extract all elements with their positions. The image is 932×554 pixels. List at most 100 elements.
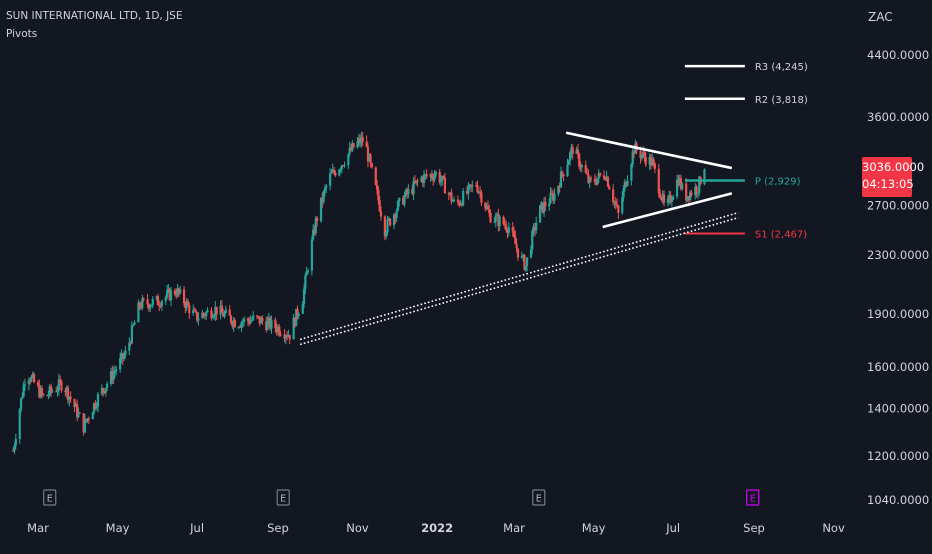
candle-body: [460, 203, 463, 206]
candle-body: [422, 174, 426, 183]
candle-body: [267, 317, 270, 321]
y-tick-label: 1040.0000: [867, 493, 929, 507]
candle-body: [502, 216, 505, 225]
candle-body: [119, 358, 122, 370]
candle-body: [666, 198, 670, 203]
candle-body: [605, 176, 608, 180]
candle-body: [670, 199, 673, 203]
candle-body: [681, 183, 684, 189]
earnings-marker: [276, 489, 290, 506]
candle-body: [495, 214, 499, 216]
candle-body: [78, 412, 81, 414]
candle-body: [623, 181, 626, 189]
candle-body: [83, 419, 87, 433]
candle-body: [579, 166, 582, 168]
candle-body: [139, 306, 143, 308]
candle-body: [347, 153, 350, 166]
candle-body: [49, 386, 53, 392]
candle-body: [392, 214, 396, 226]
candle-body: [529, 249, 533, 258]
earnings-marker-label: E: [750, 494, 756, 505]
candle-body: [164, 296, 167, 302]
candle-body: [459, 203, 462, 206]
candle-body: [484, 202, 487, 209]
candle-body: [657, 168, 660, 194]
candle-body: [293, 317, 297, 327]
y-tick-label: 1200.0000: [867, 449, 929, 463]
x-tick-label: Nov: [346, 521, 369, 535]
x-tick-label: Jul: [665, 521, 680, 535]
candle-body: [167, 289, 170, 291]
symbol-title[interactable]: SUN INTERNATIONAL LTD, 1D, JSE: [6, 10, 183, 22]
candle-body: [394, 214, 397, 218]
candle-body: [468, 184, 471, 186]
candle-body: [132, 324, 135, 326]
candle-body: [197, 318, 200, 321]
candle-body: [421, 177, 424, 183]
candle-body: [332, 169, 336, 173]
candle-body: [593, 179, 596, 182]
trendline-long-term-support: [299, 211, 739, 341]
candle-body: [626, 180, 629, 186]
candle-body: [259, 317, 263, 324]
earnings-marker: [43, 489, 57, 506]
candle-body: [403, 195, 406, 205]
y-tick-label: 3600.0000: [867, 110, 929, 124]
candle-body: [100, 388, 104, 395]
candle-body: [91, 412, 94, 420]
candle-body: [59, 379, 62, 382]
candle-body: [261, 317, 264, 322]
candle-body: [64, 390, 67, 393]
candle-body: [305, 271, 308, 276]
candle-body: [48, 386, 51, 395]
candle-body: [447, 193, 450, 195]
candle-body: [558, 185, 561, 188]
candle-body: [465, 190, 469, 194]
candle-body: [32, 374, 36, 383]
candle-body: [398, 197, 401, 202]
candle-body: [248, 320, 251, 324]
candle-body: [82, 413, 85, 433]
candle-body: [520, 255, 523, 258]
candle-body: [599, 172, 602, 176]
candle-body: [85, 419, 88, 421]
candle-body: [106, 383, 109, 388]
candle-body: [21, 396, 24, 399]
candle-body: [86, 418, 89, 421]
candle-body: [589, 178, 593, 180]
candle-body: [265, 321, 268, 330]
candle-body: [122, 355, 126, 359]
candle-body: [389, 218, 392, 226]
candle-body: [698, 176, 701, 193]
candle-body: [203, 314, 207, 317]
candle-body: [30, 376, 33, 382]
trendline-triangle-upper: [565, 131, 733, 170]
candle-body: [302, 288, 306, 304]
candle-body: [489, 213, 492, 223]
candle-body: [366, 147, 370, 162]
candle-body: [432, 177, 435, 181]
candle-body: [113, 370, 117, 373]
candle-body: [150, 304, 153, 307]
candle-body: [566, 164, 569, 177]
candle-body: [644, 156, 647, 165]
candle-body: [258, 316, 261, 324]
candle-body: [690, 192, 693, 196]
candle-body: [14, 438, 17, 446]
candle-body: [449, 192, 452, 195]
candle-body: [249, 320, 252, 324]
candle-body: [357, 138, 360, 142]
candle-body: [522, 255, 525, 257]
candle-body: [279, 334, 282, 336]
candle-body: [103, 391, 106, 393]
candle-body: [231, 322, 234, 327]
candle-body: [18, 409, 21, 439]
trendline-triangle-lower: [602, 192, 733, 229]
indicator-label[interactable]: Pivots: [6, 28, 38, 40]
candle-body: [561, 171, 564, 175]
candle-body: [193, 310, 196, 312]
candle-body: [343, 165, 346, 167]
candle-body: [312, 229, 315, 240]
